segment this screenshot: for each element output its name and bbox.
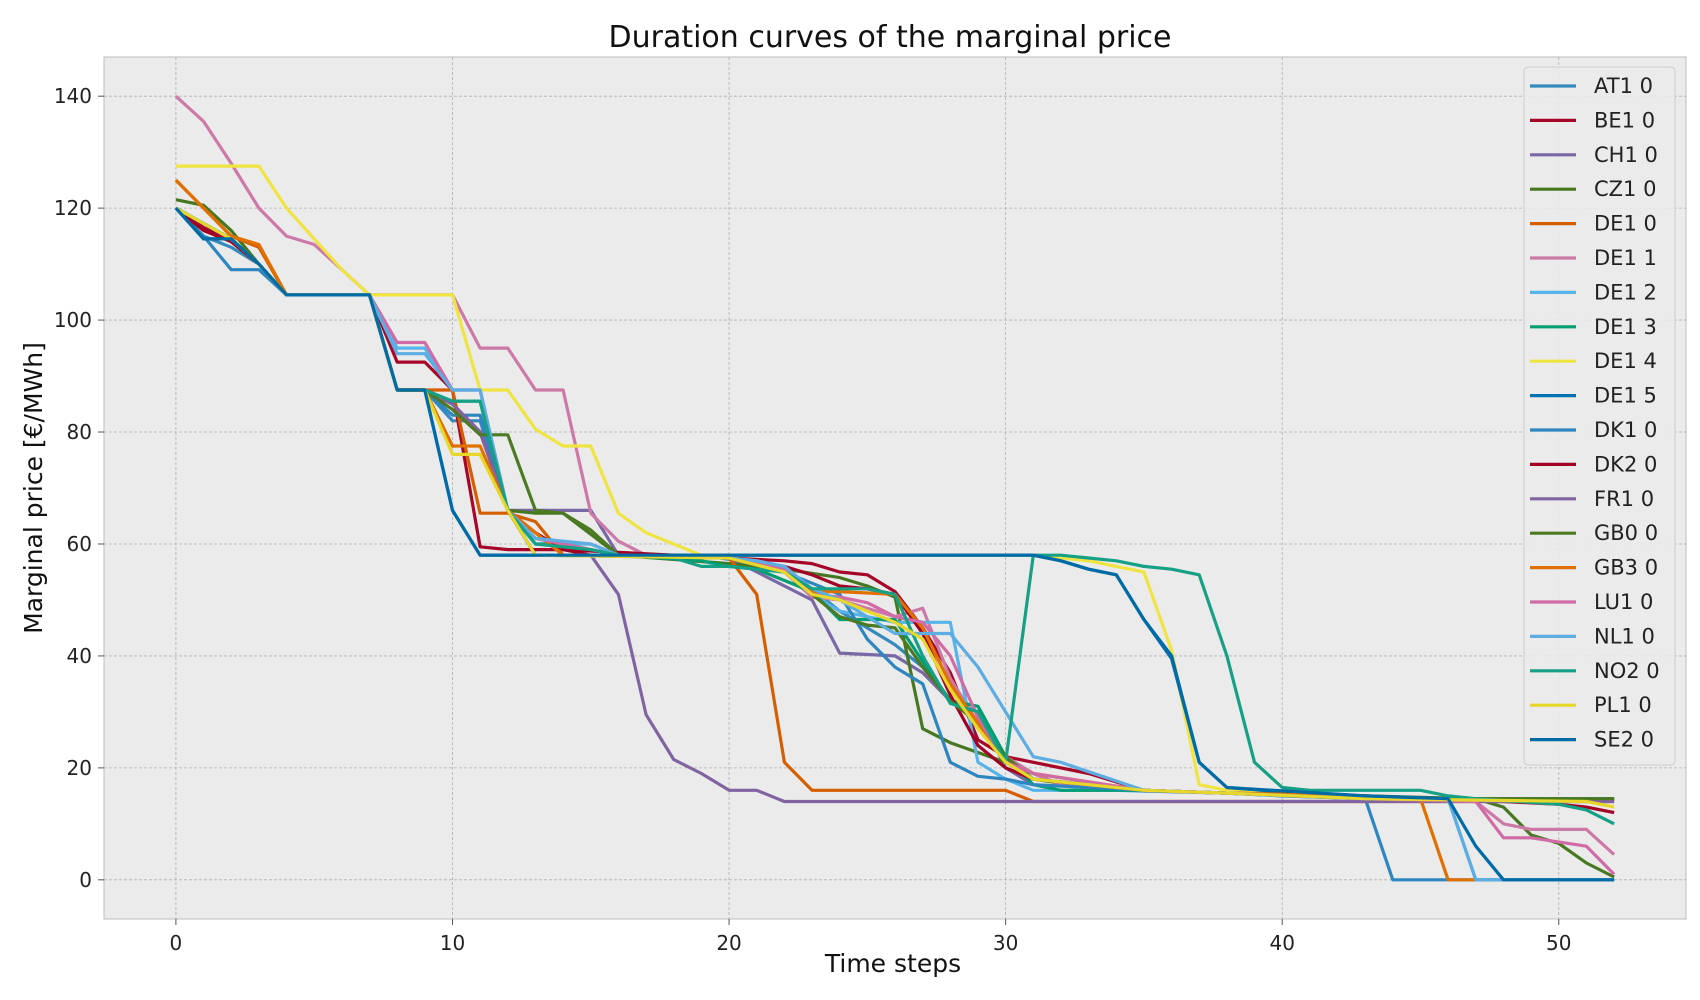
y-tick-label: 120 (54, 196, 92, 220)
legend-label: NL1 0 (1594, 624, 1655, 648)
legend-label: GB3 0 (1594, 556, 1658, 580)
x-tick-label: 0 (170, 931, 183, 955)
legend-label: DK1 0 (1594, 418, 1657, 442)
legend-label: DE1 2 (1594, 280, 1657, 304)
y-tick-label: 80 (67, 420, 92, 444)
y-tick-label: 0 (79, 868, 92, 892)
legend: AT1 0 BE1 0 CH1 0 CZ1 0 DE1 0 DE1 1 DE1 2 DE1 3… (1523, 66, 1676, 766)
x-axis-label: Time steps (824, 949, 961, 978)
x-tick-label: 50 (1546, 931, 1571, 955)
series-layer (174, 95, 1616, 882)
legend-box (1523, 66, 1676, 766)
y-axis-label: Marginal price [€/MWh] (19, 342, 48, 634)
legend-label: DE1 0 (1594, 212, 1657, 236)
series-line-se2-0 (174, 207, 1615, 882)
chart-title: Duration curves of the marginal price (609, 20, 1172, 55)
series-line-de1-4 (175, 164, 1615, 801)
ticks-layer: 0 10 20 30 40 50 0 20 40 60 80 100 120 140 (54, 84, 1572, 955)
series-line-no2-0 (175, 206, 1615, 826)
legend-label: CH1 0 (1594, 143, 1658, 167)
legend-label: GB0 0 (1594, 521, 1658, 545)
x-tick-label: 10 (440, 931, 465, 955)
y-tick-label: 40 (67, 644, 92, 668)
legend-label: BE1 0 (1594, 108, 1655, 132)
x-tick-label: 20 (716, 931, 741, 955)
legend-label: SE2 0 (1594, 728, 1654, 752)
x-tick-label: 30 (993, 931, 1018, 955)
legend-label: CZ1 0 (1594, 177, 1656, 201)
legend-label: DE1 1 (1594, 246, 1657, 270)
legend-label: LU1 0 (1594, 590, 1653, 614)
legend-label: DE1 5 (1594, 384, 1657, 408)
x-tick-label: 40 (1269, 931, 1294, 955)
y-tick-label: 140 (54, 84, 92, 108)
legend-label: AT1 0 (1594, 74, 1653, 98)
series-line-nl1-0 (175, 206, 1615, 882)
y-tick-label: 60 (67, 532, 92, 556)
legend-label: NO2 0 (1594, 659, 1660, 683)
legend-label: DE1 3 (1594, 315, 1657, 339)
y-tick-label: 20 (67, 756, 92, 780)
legend-label: DK2 0 (1594, 452, 1657, 476)
plot-area (103, 56, 1687, 920)
y-tick-label: 100 (54, 308, 92, 332)
legend-label: PL1 0 (1594, 693, 1652, 717)
legend-label: DE1 4 (1594, 349, 1657, 373)
legend-label: FR1 0 (1594, 487, 1654, 511)
